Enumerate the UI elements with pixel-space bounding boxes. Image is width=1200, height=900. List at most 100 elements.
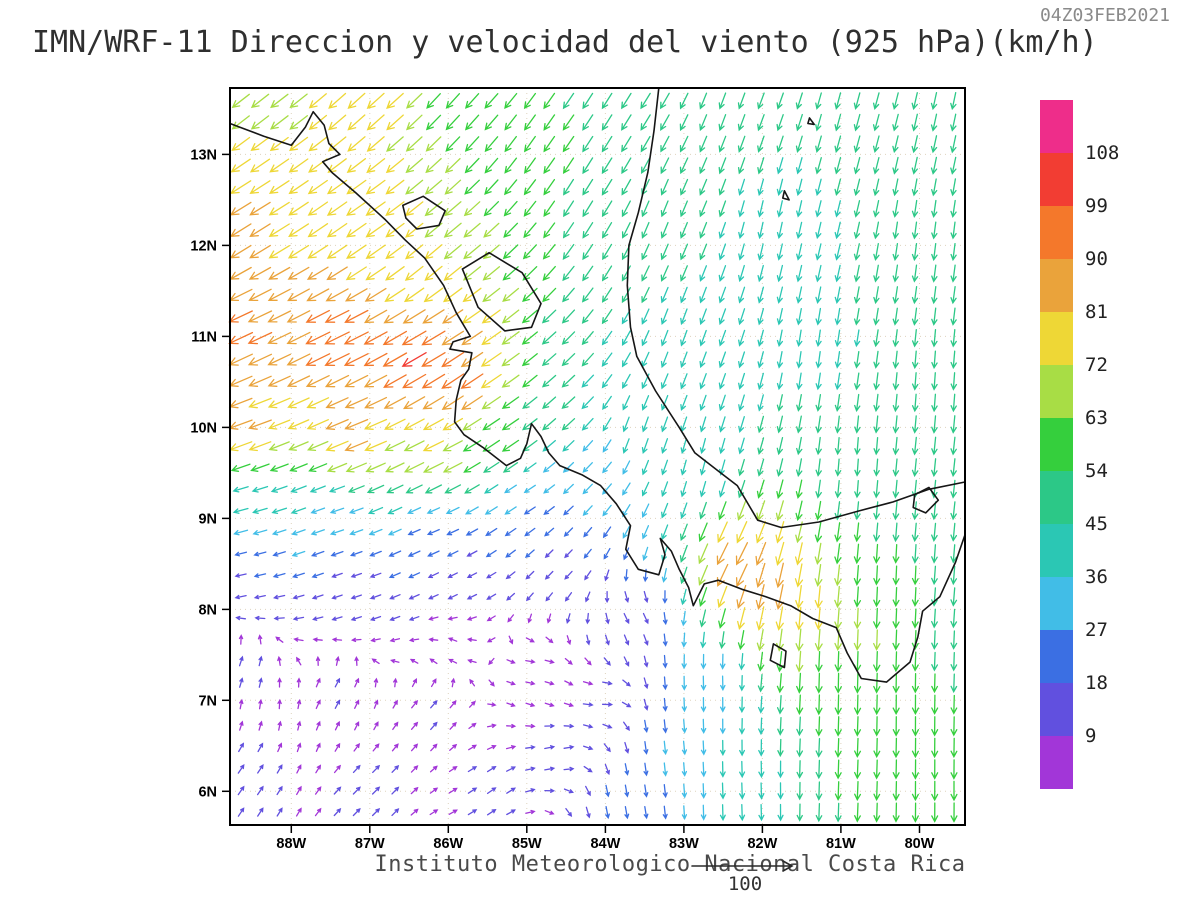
wind-arrow bbox=[365, 244, 386, 260]
wind-arrow bbox=[523, 135, 536, 153]
wind-arrow bbox=[235, 615, 247, 621]
wind-arrow bbox=[601, 114, 613, 131]
wind-arrow bbox=[873, 415, 880, 434]
wind-arrow bbox=[892, 135, 899, 154]
wind-arrow bbox=[660, 114, 670, 131]
wind-arrow bbox=[544, 570, 554, 580]
wind-arrow bbox=[834, 200, 841, 218]
wind-arrow bbox=[563, 723, 575, 729]
wind-arrow bbox=[698, 587, 708, 607]
wind-arrow bbox=[796, 738, 804, 758]
wind-arrow bbox=[700, 631, 707, 649]
wind-arrow bbox=[546, 613, 552, 624]
wind-arrow bbox=[524, 527, 536, 537]
wind-arrow bbox=[661, 502, 669, 519]
wind-arrow bbox=[601, 330, 613, 346]
wind-arrow bbox=[369, 572, 382, 578]
wind-arrow bbox=[660, 373, 669, 390]
wind-arrow bbox=[735, 542, 749, 566]
wind-arrow bbox=[411, 700, 419, 709]
wind-arrow bbox=[349, 529, 364, 536]
wind-arrow bbox=[335, 655, 340, 666]
wind-arrow bbox=[582, 702, 594, 707]
wind-arrow bbox=[333, 764, 341, 774]
wind-arrow bbox=[562, 440, 575, 452]
wind-arrow bbox=[366, 92, 385, 110]
wind-arrow bbox=[429, 658, 438, 665]
wind-arrow bbox=[662, 612, 668, 626]
wind-arrow bbox=[621, 178, 632, 196]
wind-arrow bbox=[758, 717, 765, 736]
wind-arrow bbox=[853, 672, 862, 694]
wind-arrow bbox=[315, 742, 321, 752]
wind-arrow bbox=[344, 418, 369, 431]
wind-arrow bbox=[369, 615, 382, 621]
wind-arrow bbox=[623, 547, 630, 561]
wind-arrow bbox=[892, 92, 899, 110]
wind-arrow bbox=[679, 200, 688, 218]
wind-arrow bbox=[719, 804, 726, 822]
wind-arrow bbox=[911, 264, 919, 283]
coastline-path bbox=[769, 643, 787, 669]
wind-arrow bbox=[350, 616, 362, 621]
wind-arrow bbox=[324, 353, 350, 367]
wind-arrow bbox=[334, 720, 340, 731]
wind-arrow bbox=[410, 743, 419, 752]
wind-arrow bbox=[756, 606, 765, 631]
wind-arrow bbox=[522, 462, 537, 473]
wind-arrow bbox=[328, 92, 347, 109]
wind-arrow bbox=[239, 698, 244, 710]
wind-arrow bbox=[312, 616, 324, 621]
wind-arrow bbox=[719, 761, 726, 778]
wind-arrow bbox=[544, 549, 554, 559]
wind-arrow bbox=[349, 550, 363, 557]
wind-arrow bbox=[275, 636, 284, 643]
wind-arrow bbox=[444, 179, 462, 195]
wind-arrow bbox=[292, 616, 305, 621]
wind-arrow bbox=[465, 528, 479, 536]
wind-arrow bbox=[391, 786, 400, 795]
wind-arrow bbox=[834, 522, 842, 543]
wind-arrow bbox=[544, 681, 555, 686]
wind-arrow bbox=[383, 374, 407, 388]
y-tick-label: 6N bbox=[198, 784, 217, 800]
wind-arrow bbox=[525, 809, 536, 815]
wind-arrow bbox=[873, 672, 881, 694]
wind-arrow bbox=[718, 480, 726, 498]
coastline-path bbox=[807, 117, 815, 126]
wind-arrow bbox=[911, 608, 919, 629]
wind-arrow bbox=[441, 351, 465, 368]
wind-arrow bbox=[873, 307, 880, 326]
wind-arrow bbox=[605, 612, 610, 625]
wind-arrow bbox=[931, 458, 938, 478]
wind-arrow bbox=[312, 637, 323, 642]
colorbar-label: 90 bbox=[1085, 248, 1108, 270]
wind-arrow bbox=[950, 156, 957, 175]
wind-arrow bbox=[333, 807, 342, 817]
wind-arrow bbox=[700, 697, 707, 713]
wind-arrow bbox=[464, 93, 480, 109]
wind-arrow bbox=[447, 616, 458, 621]
wind-arrow bbox=[719, 739, 726, 757]
wind-arrow bbox=[228, 441, 253, 452]
wind-arrow bbox=[238, 742, 245, 753]
wind-arrow bbox=[464, 484, 480, 494]
y-tick-label: 9N bbox=[198, 511, 217, 527]
wind-arrow bbox=[421, 373, 446, 389]
wind-arrow bbox=[326, 266, 348, 281]
wind-arrow bbox=[389, 594, 401, 600]
wind-arrow bbox=[623, 634, 630, 646]
wind-arrow bbox=[286, 353, 311, 366]
wind-arrow bbox=[252, 529, 268, 536]
y-tick-label: 7N bbox=[198, 693, 217, 709]
wind-arrow bbox=[621, 92, 632, 110]
wind-arrow bbox=[758, 760, 765, 779]
wind-arrow bbox=[738, 351, 746, 369]
wind-arrow bbox=[392, 699, 398, 709]
wind-arrow bbox=[383, 396, 407, 409]
wind-arrow bbox=[542, 265, 556, 281]
wind-arrow bbox=[776, 114, 784, 132]
wind-arrow bbox=[775, 606, 784, 631]
wind-arrow bbox=[564, 570, 573, 580]
wind-arrow bbox=[344, 309, 369, 323]
